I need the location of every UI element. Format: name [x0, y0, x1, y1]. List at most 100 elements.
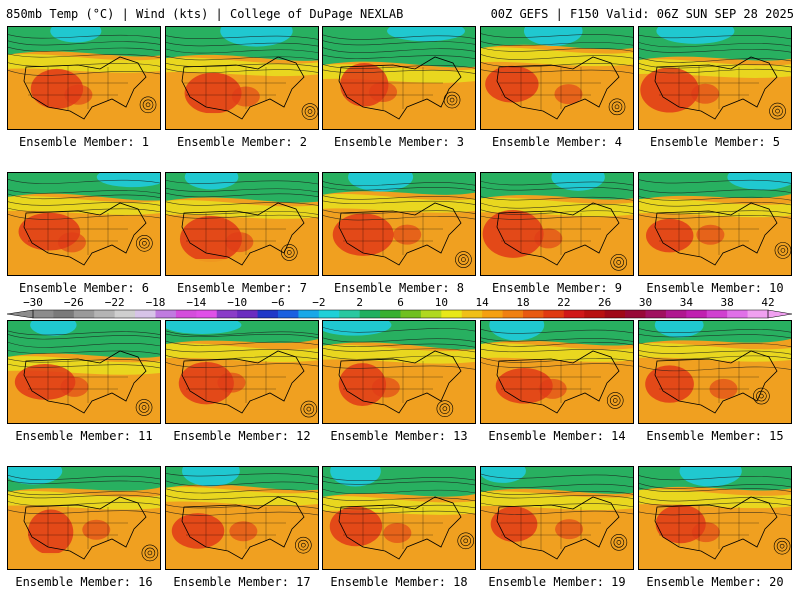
colorbar-outline: [32, 309, 769, 319]
colorbar-swatch: [216, 310, 238, 318]
ensemble-member-map: [638, 26, 792, 130]
ensemble-member-label: Ensemble Member: 3: [333, 135, 465, 149]
ensemble-member-map: [7, 172, 161, 276]
ensemble-member-label: Ensemble Member: 2: [176, 135, 308, 149]
ensemble-member-label: Ensemble Member: 7: [176, 281, 308, 295]
model-run-info: 00Z GEFS | F150 Valid: 06Z SUN SEP 28 20…: [490, 7, 794, 21]
colorbar-swatch: [706, 310, 728, 318]
colorbar-swatch: [543, 310, 565, 318]
colorbar-swatch: [523, 310, 544, 318]
colorbar-swatch: [686, 310, 708, 318]
colorbar-tick-label: 6: [397, 296, 404, 309]
colorbar-swatch: [114, 310, 136, 318]
colorbar-tick-label: −6: [271, 296, 285, 309]
ensemble-member-label: Ensemble Member: 20: [646, 575, 784, 589]
colorbar-swatch: [604, 310, 626, 318]
colorbar-swatch: [747, 310, 769, 318]
colorbar-tick-label: −30: [23, 296, 43, 309]
ensemble-member-label: Ensemble Member: 10: [646, 281, 784, 295]
colorbar-swatch: [339, 310, 361, 318]
colorbar-swatch: [135, 310, 156, 318]
temperature-colorbar: −30 −26 −22 −18 −14 −10 −6 −2 2 6 10 14 18 22 26 30 34 38…: [0, 297, 800, 319]
ensemble-member-label: Ensemble Member: 17: [173, 575, 311, 589]
colorbar-swatch: [482, 310, 503, 318]
ensemble-member-map: [322, 320, 476, 424]
ensemble-member-label: Ensemble Member: 16: [15, 575, 153, 589]
colorbar-swatch: [645, 310, 667, 318]
ensemble-member-map: [7, 320, 161, 424]
colorbar-tick-label: 30: [638, 296, 653, 309]
colorbar-strip: [6, 309, 793, 319]
ensemble-member-label: Ensemble Member: 1: [18, 135, 150, 149]
ensemble-member-map: [322, 466, 476, 570]
colorbar-tick-label: −26: [63, 296, 84, 309]
colorbar-tick-label: −10: [227, 296, 248, 309]
colorbar-tick-label: 42: [761, 296, 775, 309]
colorbar-swatch: [318, 310, 340, 318]
colorbar-swatch: [237, 310, 258, 318]
colorbar-swatch: [359, 310, 381, 318]
colorbar-swatch: [420, 310, 442, 318]
ensemble-member-label: Ensemble Member: 15: [646, 429, 784, 443]
colorbar-tick-label: −22: [104, 296, 125, 309]
ensemble-member-map: [322, 26, 476, 130]
ensemble-member-map: [480, 172, 634, 276]
colorbar-swatch: [278, 310, 299, 318]
colorbar-swatch: [584, 310, 606, 318]
colorbar-tick-label: −2: [312, 296, 326, 309]
colorbar-tick-label: −14: [186, 296, 207, 309]
ensemble-member-map: [165, 26, 319, 130]
colorbar-swatch: [33, 310, 54, 318]
ensemble-member-label: Ensemble Member: 6: [18, 281, 150, 295]
ensemble-member-label: Ensemble Member: 19: [488, 575, 626, 589]
ensemble-member-map: [638, 172, 792, 276]
colorbar-tick-label: 2: [356, 296, 363, 309]
ensemble-member-label: Ensemble Member: 12: [173, 429, 311, 443]
ensemble-member-label: Ensemble Member: 4: [491, 135, 623, 149]
colorbar-swatch: [298, 310, 320, 318]
ensemble-member-label: Ensemble Member: 14: [488, 429, 626, 443]
colorbar-swatch: [196, 310, 218, 318]
colorbar-swatch: [94, 310, 116, 318]
ensemble-member-map: [165, 172, 319, 276]
colorbar-swatch: [155, 310, 177, 318]
colorbar-swatch: [380, 310, 401, 318]
colorbar-tick-label: 34: [679, 296, 693, 309]
colorbar-tick-label: 10: [434, 296, 448, 309]
colorbar-max-arrow: [767, 309, 793, 319]
colorbar-swatch: [665, 310, 687, 318]
ensemble-member-label: Ensemble Member: 5: [649, 135, 781, 149]
colorbar-swatch: [727, 310, 748, 318]
colorbar-swatch: [53, 310, 75, 318]
ensemble-member-label: Ensemble Member: 11: [15, 429, 153, 443]
colorbar-swatch: [175, 310, 197, 318]
ensemble-member-map: [638, 466, 792, 570]
colorbar-swatch: [257, 310, 279, 318]
ensemble-member-label: Ensemble Member: 18: [330, 575, 468, 589]
colorbar-tick-label: 38: [720, 296, 734, 309]
map-title: 850mb Temp (°C) | Wind (kts) | College o…: [6, 7, 404, 21]
ensemble-member-map: [638, 320, 792, 424]
colorbar-swatch: [563, 310, 585, 318]
ensemble-member-label: Ensemble Member: 8: [333, 281, 465, 295]
colorbar-swatch: [400, 310, 422, 318]
colorbar-tick-label: 26: [598, 296, 612, 309]
colorbar-swatch: [461, 310, 483, 318]
colorbar-tick-label: 22: [557, 296, 571, 309]
ensemble-member-map: [480, 26, 634, 130]
colorbar-swatch: [441, 310, 463, 318]
colorbar-tick-label: 14: [475, 296, 489, 309]
ensemble-member-map: [322, 172, 476, 276]
ensemble-member-map: [165, 466, 319, 570]
ensemble-member-label: Ensemble Member: 9: [491, 281, 623, 295]
colorbar-swatch: [625, 310, 646, 318]
ensemble-member-map: [7, 466, 161, 570]
colorbar-swatch: [502, 310, 524, 318]
colorbar-tick-label: 18: [516, 296, 530, 309]
colorbar-min-arrow: [6, 309, 34, 319]
ensemble-member-map: [480, 466, 634, 570]
colorbar-tick-label: −18: [145, 296, 166, 309]
ensemble-member-label: Ensemble Member: 13: [330, 429, 468, 443]
ensemble-member-map: [165, 320, 319, 424]
ensemble-member-map: [7, 26, 161, 130]
